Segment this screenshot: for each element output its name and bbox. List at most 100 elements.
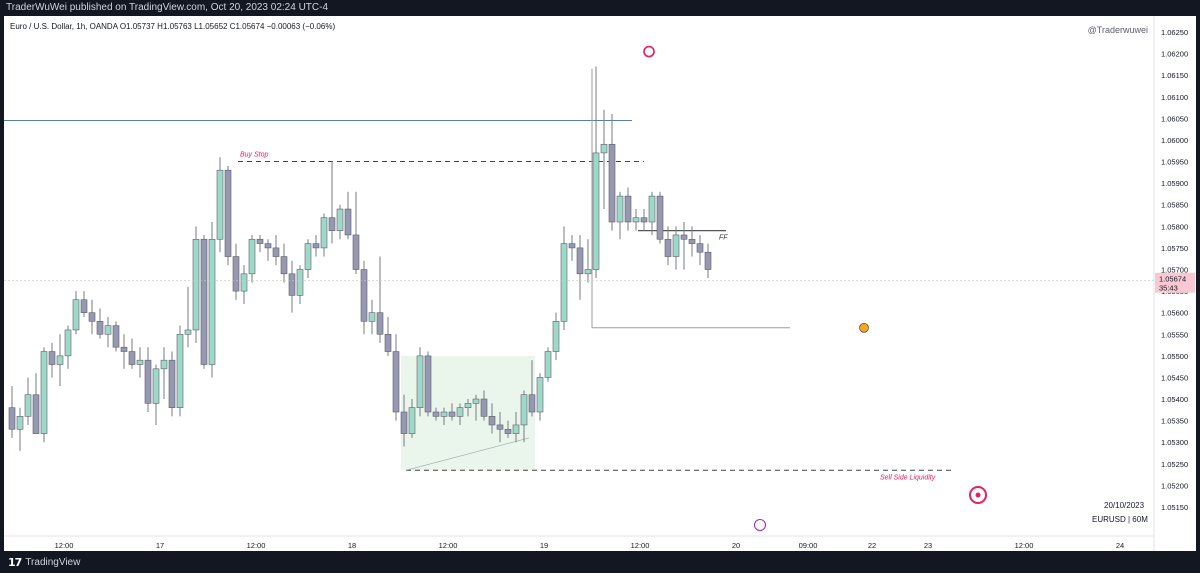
target-icon[interactable] [969, 486, 987, 504]
alert-icon[interactable] [859, 322, 869, 333]
candle[interactable] [408, 407, 416, 434]
candle[interactable] [344, 208, 352, 236]
candle[interactable] [688, 238, 696, 244]
candle[interactable] [656, 195, 664, 240]
candle[interactable] [208, 238, 216, 365]
candle[interactable] [8, 407, 16, 430]
chart-panel[interactable]: Buy Stop Sell Side Liquidity FF 1.06250 1.06… [4, 16, 1196, 551]
candle[interactable] [192, 238, 200, 331]
candle[interactable] [88, 312, 96, 322]
candle[interactable] [112, 325, 120, 348]
candle[interactable] [544, 351, 552, 378]
candle[interactable] [456, 407, 464, 417]
candle[interactable] [56, 355, 64, 365]
candle[interactable] [120, 346, 128, 352]
candle[interactable] [440, 411, 448, 417]
candle[interactable] [496, 424, 504, 430]
candle[interactable] [128, 351, 136, 365]
candle[interactable] [72, 299, 80, 331]
price-tick-label: 1.05950 [1161, 158, 1188, 167]
candle[interactable] [40, 351, 48, 434]
candle[interactable] [640, 217, 648, 223]
candle[interactable] [704, 251, 712, 270]
candle[interactable] [528, 394, 536, 413]
candle[interactable] [696, 243, 704, 253]
candle[interactable] [336, 208, 344, 231]
candle[interactable] [480, 398, 488, 417]
candle[interactable] [608, 143, 616, 223]
candle[interactable] [464, 403, 472, 408]
candle[interactable] [664, 238, 672, 257]
candle[interactable] [240, 273, 248, 292]
price-chart[interactable]: Buy Stop Sell Side Liquidity FF 1.06250 1.06… [4, 16, 1196, 551]
candle[interactable] [520, 394, 528, 426]
candle[interactable] [472, 398, 480, 404]
candle[interactable] [136, 359, 144, 365]
candle[interactable] [392, 351, 400, 413]
candle[interactable] [80, 299, 88, 313]
candle[interactable] [592, 152, 600, 270]
candle[interactable] [96, 321, 104, 335]
candle[interactable] [320, 217, 328, 249]
candle[interactable] [616, 195, 624, 223]
candle[interactable] [184, 329, 192, 335]
reload-icon[interactable] [643, 45, 655, 58]
candle[interactable] [304, 243, 312, 270]
candle[interactable] [576, 247, 584, 275]
candle[interactable] [600, 143, 608, 154]
candle[interactable] [264, 243, 272, 249]
candle[interactable] [216, 169, 224, 240]
candle[interactable] [424, 355, 432, 413]
candle[interactable] [536, 377, 544, 413]
candle[interactable] [272, 247, 280, 257]
candle[interactable] [648, 195, 656, 223]
candle[interactable] [504, 428, 512, 434]
candle[interactable] [232, 256, 240, 292]
candle[interactable] [168, 359, 176, 408]
candle[interactable] [560, 243, 568, 322]
candle[interactable] [360, 269, 368, 322]
candle[interactable] [176, 333, 184, 408]
candle[interactable] [376, 312, 384, 335]
candle[interactable] [256, 238, 264, 244]
candle[interactable] [368, 312, 376, 322]
candle[interactable] [488, 416, 496, 426]
candle[interactable] [400, 411, 408, 434]
candle[interactable] [512, 424, 520, 434]
candle[interactable] [16, 416, 24, 430]
candle[interactable] [296, 269, 304, 296]
candle[interactable] [552, 321, 560, 352]
candle[interactable] [288, 273, 296, 296]
candle[interactable] [104, 325, 112, 335]
candle[interactable] [680, 234, 688, 240]
candle[interactable] [224, 169, 232, 257]
candle[interactable] [280, 256, 288, 275]
candle[interactable] [448, 411, 456, 417]
candle[interactable] [352, 234, 360, 270]
candle[interactable] [48, 351, 56, 365]
candle[interactable] [152, 368, 160, 404]
candle[interactable] [328, 217, 336, 231]
candle[interactable] [248, 238, 256, 275]
candle[interactable] [312, 243, 320, 249]
candle[interactable] [624, 195, 632, 223]
brand-name: TradingView [25, 557, 81, 568]
candle[interactable] [24, 394, 32, 417]
tradingview-logo[interactable]: 17 TradingView [8, 556, 80, 569]
candle[interactable] [32, 394, 40, 434]
snapshot-date: 20/10/2023 [1104, 501, 1145, 510]
candle[interactable] [568, 243, 576, 249]
flash-icon[interactable] [754, 519, 766, 531]
candle[interactable] [64, 329, 72, 357]
price-tick-label: 1.05500 [1161, 352, 1188, 361]
candle[interactable] [160, 359, 168, 370]
candle[interactable] [672, 234, 680, 257]
candle[interactable] [384, 333, 392, 352]
candle[interactable] [416, 355, 424, 408]
candle[interactable] [432, 411, 440, 417]
candle[interactable] [584, 269, 592, 275]
candle[interactable] [200, 238, 208, 365]
candle[interactable] [632, 217, 640, 223]
candle[interactable] [144, 359, 152, 404]
